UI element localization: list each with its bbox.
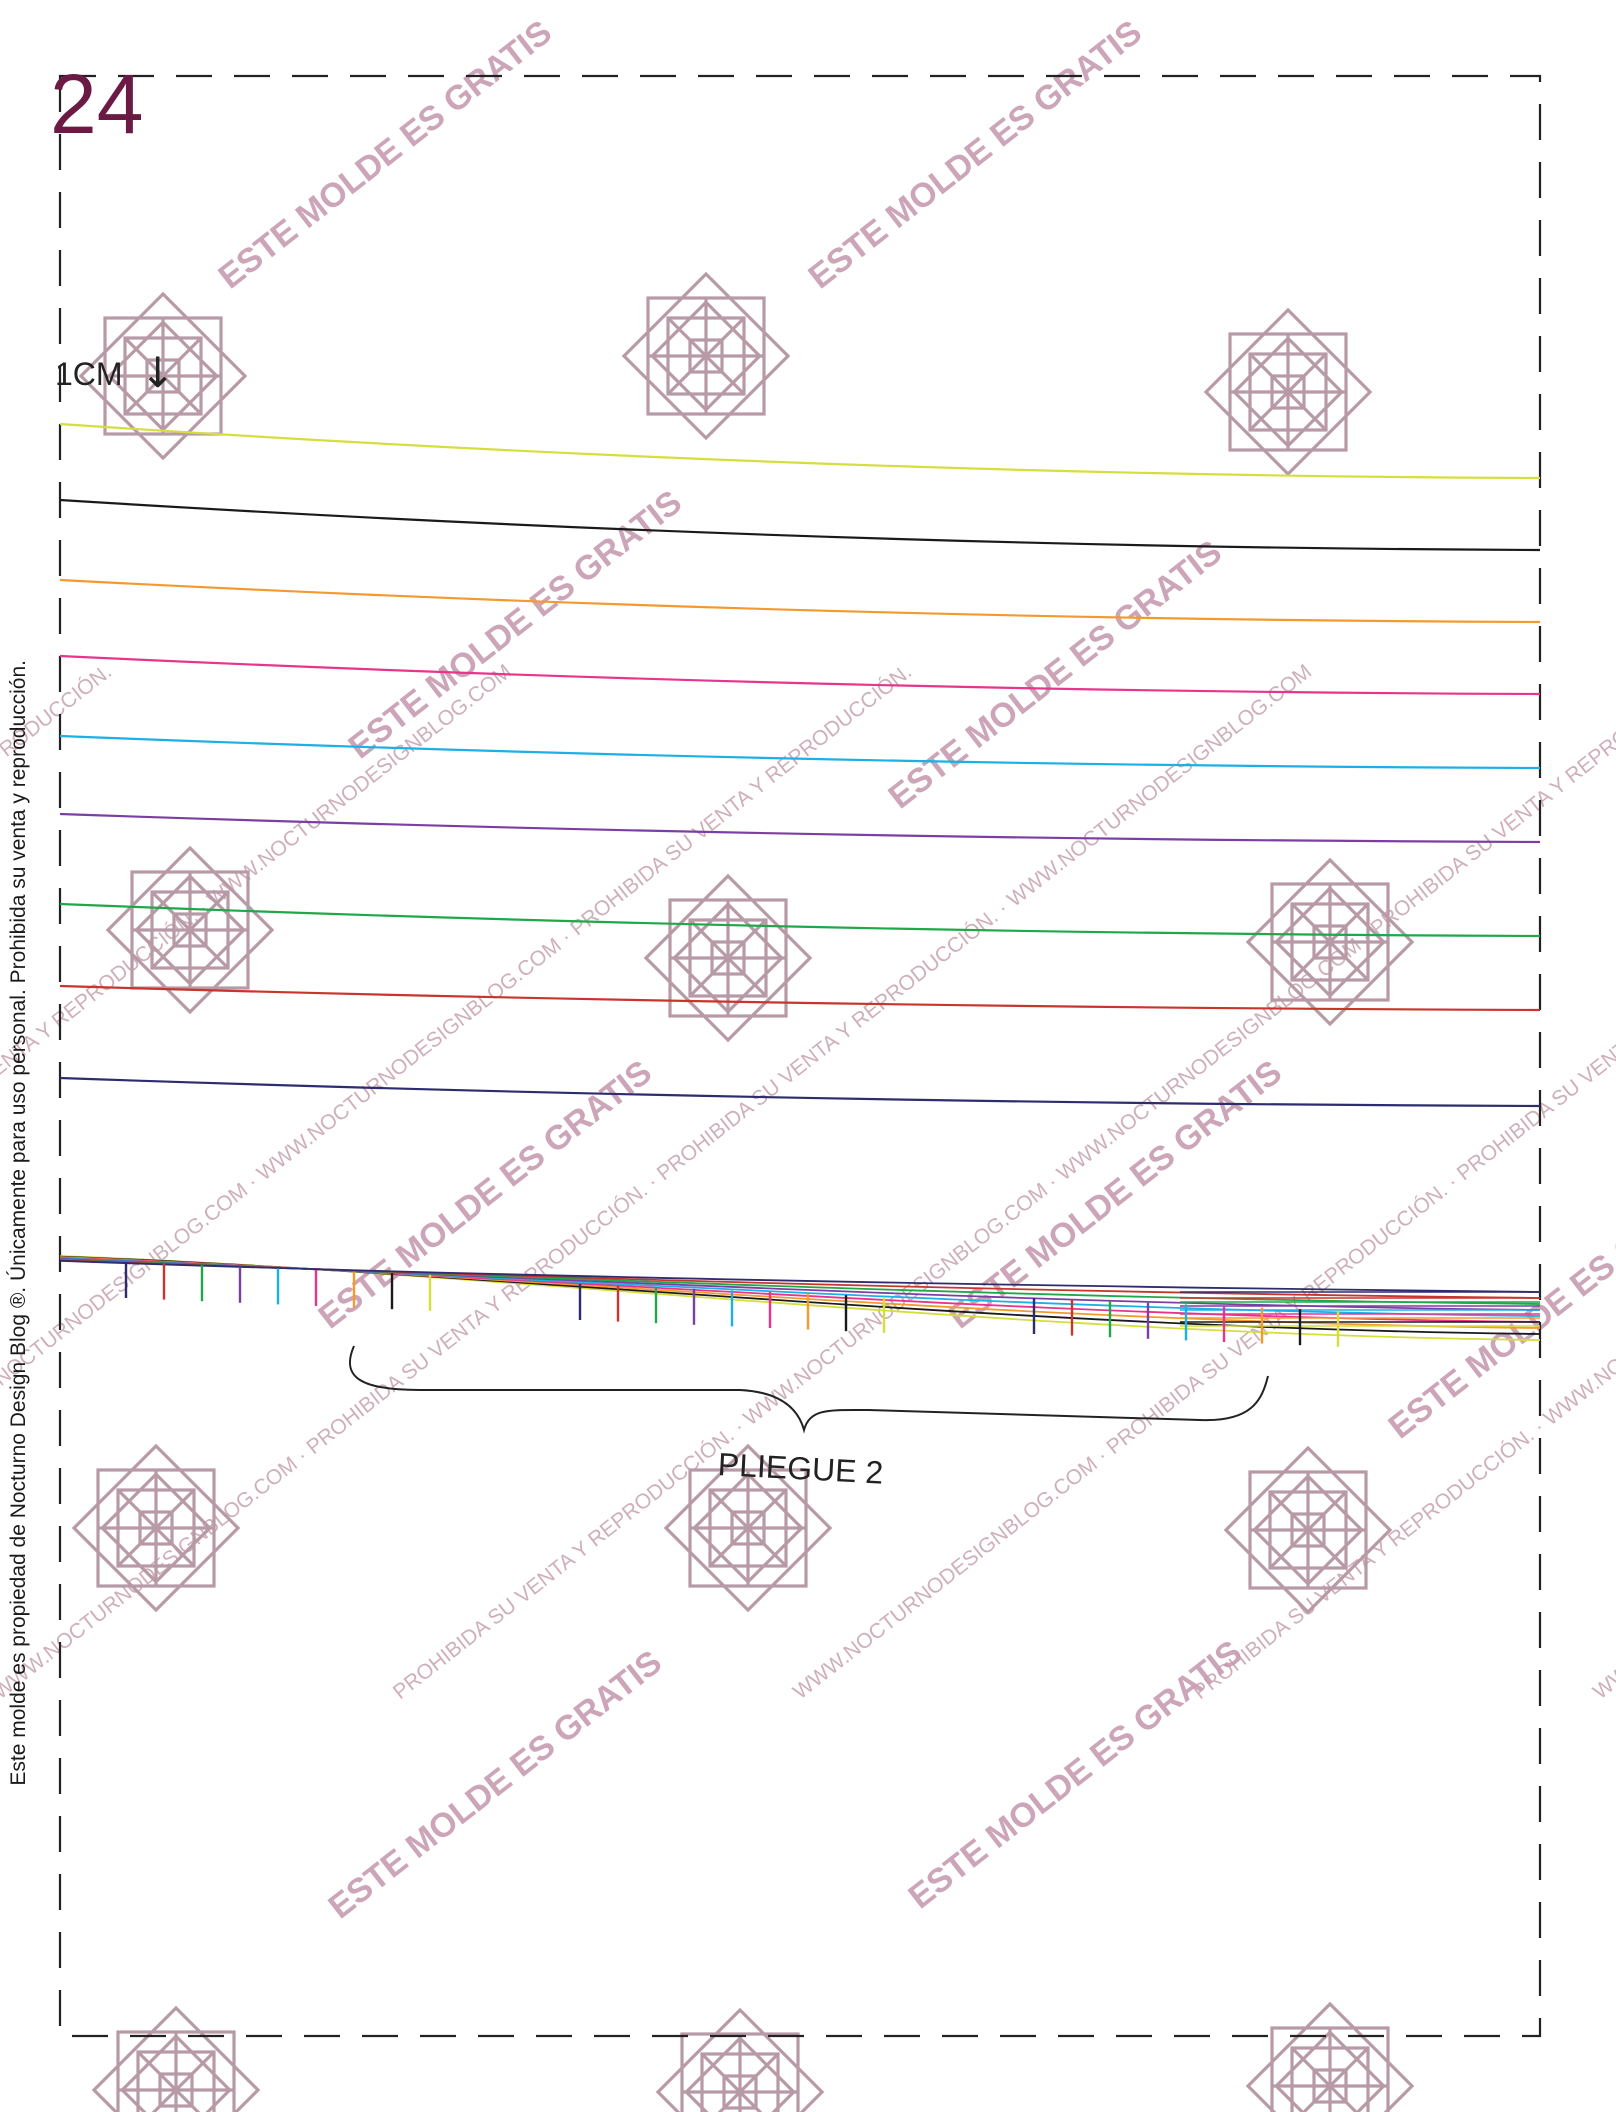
size-line: [59, 812, 1541, 844]
page-border: [58, 74, 1542, 2038]
watermark-text: PROHIBIDA SU VENTA Y REPRODUCCIÓN. · WWW…: [1189, 660, 1616, 1704]
size-line: [59, 422, 1541, 480]
watermark-logo-icon: [644, 874, 812, 1042]
watermark-logo-icon: [622, 272, 790, 440]
down-arrow-icon: ↓: [140, 348, 176, 397]
size-line: [59, 902, 1541, 938]
size-line: [59, 1076, 1541, 1108]
watermark-free-text: ESTE MOLDE ES GRATIS: [322, 1643, 669, 1926]
watermark-free-text: ESTE MOLDE ES GRATIS: [212, 13, 559, 296]
watermark-text: WWW.NOCTURNODESIGNBLOG.COM · PROHIBIDA S…: [1589, 660, 1616, 1704]
measure-label: 1CM: [55, 356, 123, 392]
size-line: [59, 734, 1541, 770]
converging-lines: [59, 1255, 1541, 1347]
watermark-logo-icon: [92, 2006, 260, 2112]
size-lines: [59, 422, 1541, 1108]
watermark-logo-icon: [656, 2008, 824, 2112]
page-number: 24: [50, 57, 144, 151]
watermark-layer: WWW.NOCTURNODESIGNBLOG.COM · PROHIBIDA S…: [0, 13, 1616, 1926]
watermark-text: WWW.NOCTURNODESIGNBLOG.COM · PROHIBIDA S…: [789, 660, 1616, 1704]
watermark-logo-icon: [72, 1444, 240, 1612]
watermark-logo-icon: [1224, 1446, 1392, 1614]
watermark-logo-icon: [1246, 858, 1414, 1026]
watermark-free-text: ESTE MOLDE ES GRATIS: [902, 1633, 1249, 1916]
watermark-logo-icon: [1246, 2002, 1414, 2112]
size-line: [59, 984, 1541, 1012]
copyright-note: Este molde es propiedad de Nocturno Desi…: [7, 660, 30, 1786]
converging-line: [59, 1259, 1541, 1293]
watermark-free-text: ESTE MOLDE ES GRATIS: [342, 483, 689, 766]
size-line: [59, 498, 1541, 552]
watermark-logo-icon: [1204, 308, 1372, 476]
brace-icon: [348, 1345, 1269, 1434]
size-line: [59, 654, 1541, 696]
watermark-free-text: ESTE MOLDE ES GRATIS: [802, 13, 1149, 296]
size-line: [59, 578, 1541, 624]
fold-label: PLIEGUE 2: [717, 1446, 885, 1491]
